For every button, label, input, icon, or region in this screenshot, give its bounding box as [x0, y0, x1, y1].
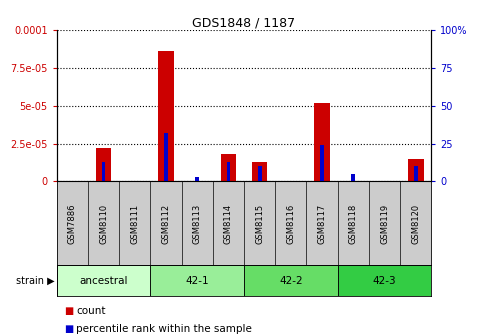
Text: ancestral: ancestral: [79, 276, 128, 286]
Text: 42-3: 42-3: [373, 276, 396, 286]
Text: percentile rank within the sample: percentile rank within the sample: [76, 324, 252, 334]
Bar: [102, 162, 106, 181]
Text: GSM8115: GSM8115: [255, 203, 264, 244]
Bar: [158, 51, 174, 181]
Bar: [96, 148, 111, 181]
Bar: [227, 162, 230, 181]
Bar: [244, 265, 338, 296]
Bar: [57, 265, 150, 296]
Bar: [221, 154, 236, 181]
Text: GSM8113: GSM8113: [193, 203, 202, 244]
Text: GSM8116: GSM8116: [286, 203, 295, 244]
Bar: [195, 177, 199, 181]
Bar: [252, 162, 267, 181]
Text: strain ▶: strain ▶: [16, 276, 54, 286]
Bar: [320, 145, 324, 181]
Text: GSM8117: GSM8117: [317, 203, 326, 244]
Text: GSM8114: GSM8114: [224, 203, 233, 244]
Bar: [414, 166, 418, 181]
Bar: [164, 133, 168, 181]
Text: 42-1: 42-1: [185, 276, 209, 286]
Bar: [352, 174, 355, 181]
Bar: [315, 103, 330, 181]
Text: GSM8118: GSM8118: [349, 203, 358, 244]
Text: count: count: [76, 306, 106, 316]
Text: GSM8110: GSM8110: [99, 203, 108, 244]
Text: 42-2: 42-2: [279, 276, 303, 286]
Text: GSM8111: GSM8111: [130, 203, 139, 244]
Text: ■: ■: [64, 324, 73, 334]
Text: GSM7886: GSM7886: [68, 203, 77, 244]
Text: ■: ■: [64, 306, 73, 316]
Title: GDS1848 / 1187: GDS1848 / 1187: [192, 16, 296, 29]
Text: GSM8119: GSM8119: [380, 203, 389, 244]
Bar: [408, 159, 423, 181]
Bar: [150, 265, 244, 296]
Bar: [338, 265, 431, 296]
Text: GSM8120: GSM8120: [411, 203, 420, 244]
Text: GSM8112: GSM8112: [162, 203, 171, 244]
Bar: [258, 166, 261, 181]
